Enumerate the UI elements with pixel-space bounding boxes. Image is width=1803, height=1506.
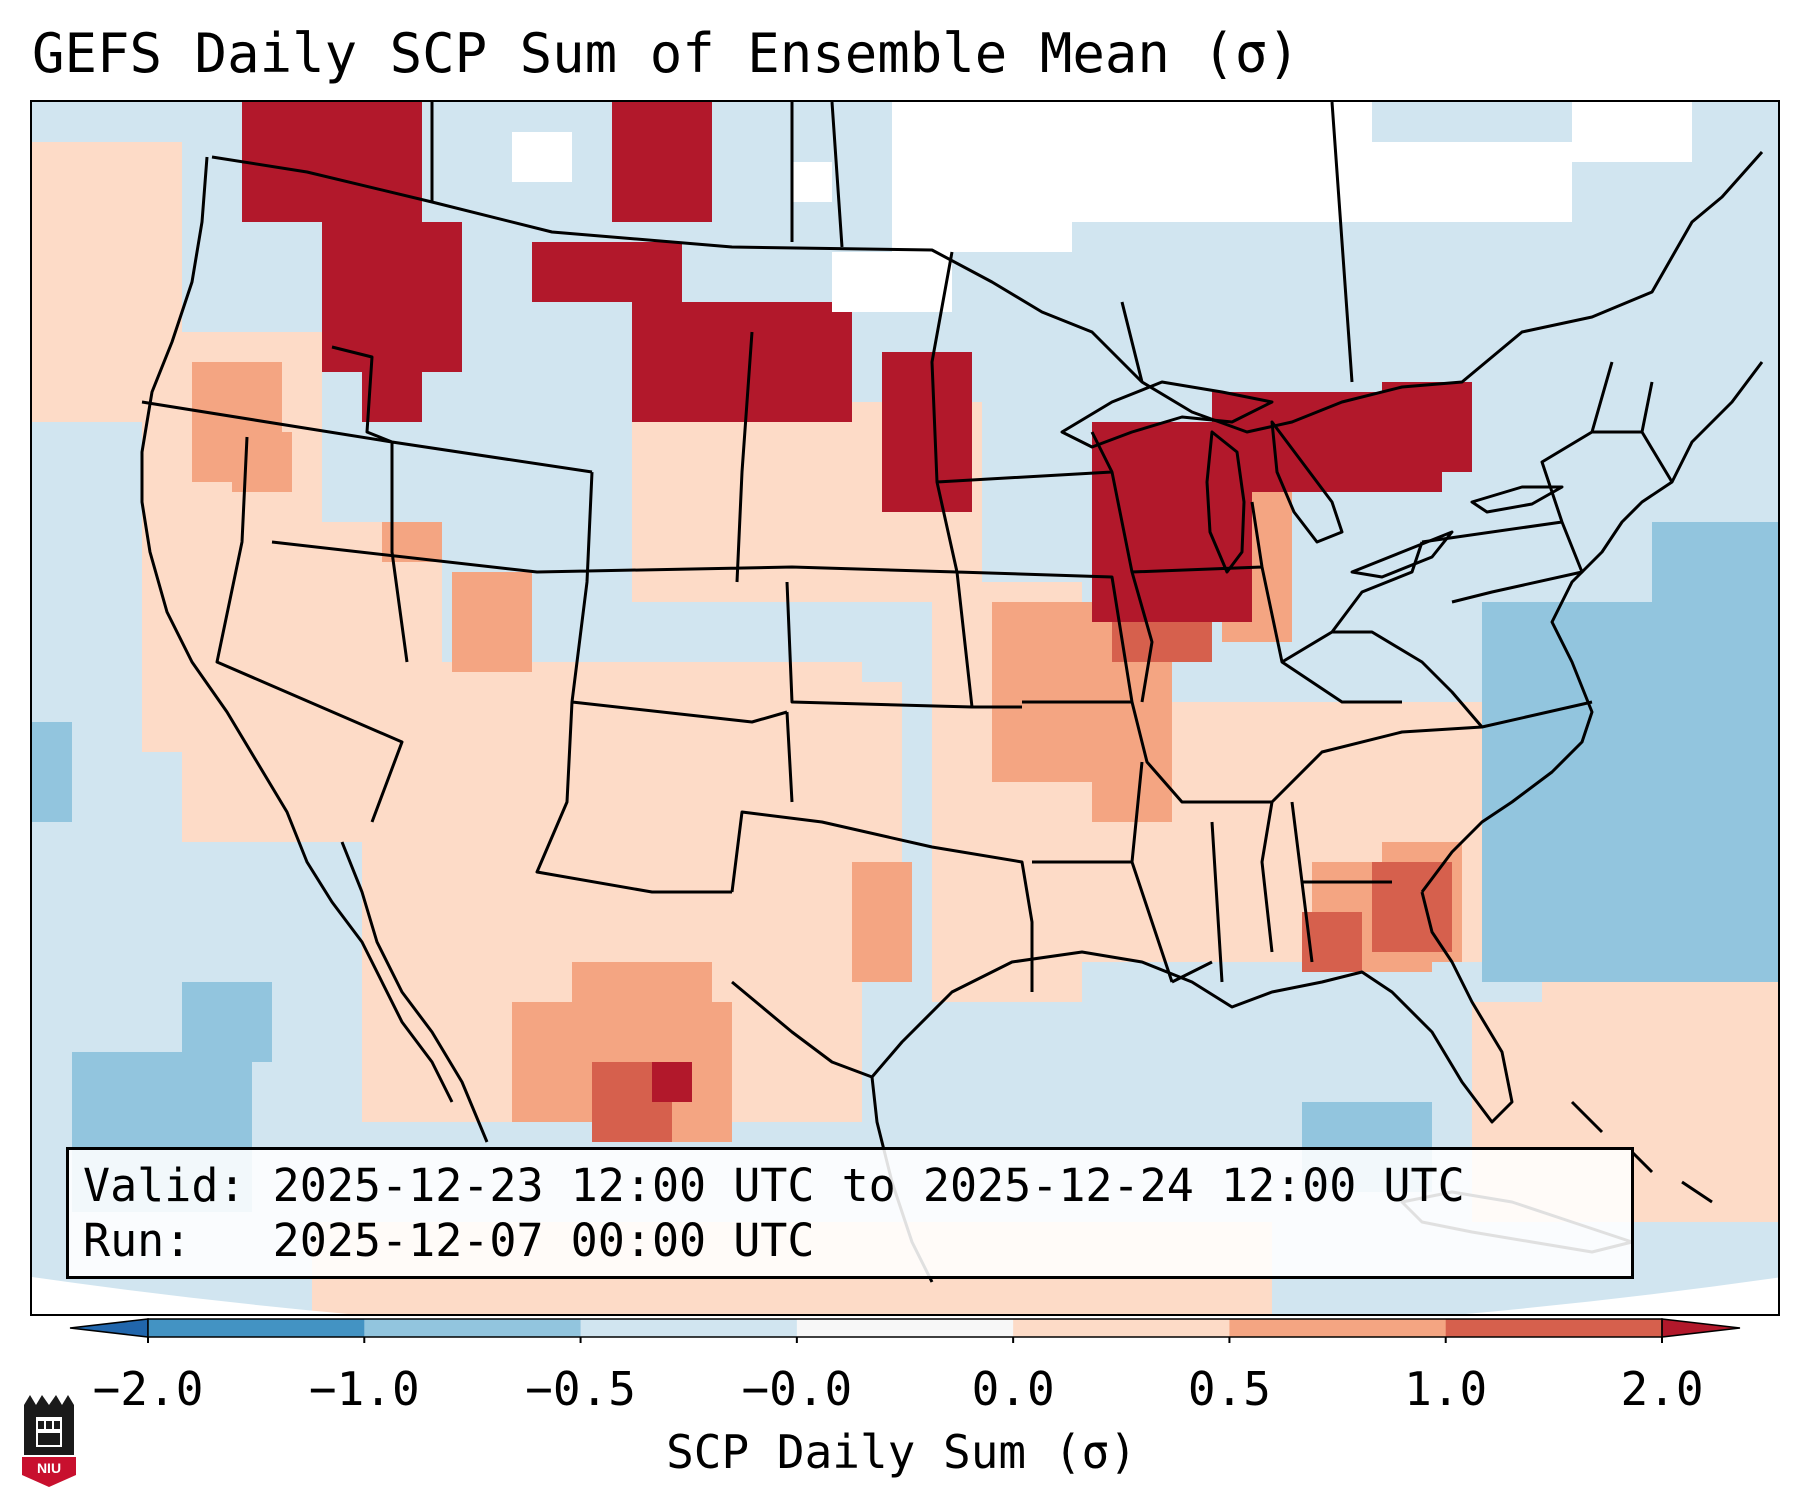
weak-positive-area (572, 682, 902, 932)
west-coastline (140, 156, 454, 1103)
near-zero-area (832, 252, 952, 312)
colorbar-under-arrow (69, 1318, 149, 1338)
extreme-positive-area (882, 352, 972, 512)
near-zero-area (1572, 102, 1692, 162)
colorbar-tick-label: −0.0 (741, 1362, 853, 1416)
lake-michigan (1205, 430, 1246, 574)
colorbar-bin-6 (1445, 1319, 1663, 1337)
projection-edge (32, 1277, 1778, 1314)
colorbar-tick-label: 0.5 (1187, 1362, 1271, 1416)
colorbar-tick-label: −0.5 (525, 1362, 636, 1416)
extreme-positive-area (632, 302, 852, 422)
scp-field-layer (32, 102, 1778, 1314)
weak-negative-area (32, 722, 72, 822)
colorbar-outline (147, 1318, 1663, 1338)
colorbar-bin-2 (580, 1319, 798, 1337)
gulf-coastline (731, 891, 1514, 1124)
lake-erie (1350, 530, 1454, 579)
run-time-line: Run: 2025-12-07 00:00 UTC (83, 1214, 815, 1267)
colorbar-bin-1 (364, 1319, 582, 1337)
strong-positive-area (1372, 862, 1452, 952)
extreme-positive-area (242, 102, 422, 222)
niu-logo: NIU (22, 1395, 76, 1487)
province-lines (430, 102, 1354, 383)
extreme-positive-area (652, 1062, 692, 1102)
bahamas-outline (1570, 1100, 1713, 1204)
colorbar-tick-label: 1.0 (1404, 1362, 1488, 1416)
moderate-positive-area (452, 572, 532, 672)
moderate-positive-area (852, 862, 912, 982)
near-zero-area (1372, 142, 1572, 222)
colorbar (69, 1318, 1741, 1343)
colorbar-tick-label: −1.0 (308, 1362, 420, 1416)
near-zero-area (792, 162, 832, 202)
lake-superior (1060, 380, 1274, 449)
chart-title: GEFS Daily SCP Sum of Ensemble Mean (σ) (32, 22, 1300, 85)
baja-coastline (340, 841, 489, 1143)
colorbar-bin-3 (796, 1319, 1014, 1337)
colorbar-bin-4 (1013, 1319, 1230, 1337)
map-panel (30, 100, 1780, 1316)
extreme-positive-area (1142, 502, 1212, 612)
extreme-positive-area (612, 102, 712, 222)
colorbar-tick-label: −2.0 (92, 1362, 204, 1416)
colorbar-over-arrow (1661, 1318, 1741, 1338)
colorbar-bin-5 (1229, 1319, 1447, 1337)
lake-ontario (1470, 485, 1564, 514)
weak-negative-area (1652, 522, 1778, 682)
colorbar-bin-0 (148, 1319, 365, 1337)
logo-text: NIU (37, 1460, 61, 1476)
lake-huron (1270, 420, 1344, 544)
east-coastline (1420, 361, 1764, 893)
near-zero-area (512, 132, 572, 182)
valid-run-info-box: Valid: 2025-12-23 12:00 UTC to 2025-12-2… (66, 1147, 1634, 1279)
weak-negative-area (182, 982, 272, 1062)
moderate-positive-area (572, 962, 712, 1052)
weak-negative-area (1592, 662, 1772, 882)
valid-time-line: Valid: 2025-12-23 12:00 UTC to 2025-12-2… (83, 1159, 1465, 1212)
colorbar-tick-label: 0.0 (971, 1362, 1055, 1416)
moderate-positive-area (232, 432, 292, 492)
boundary-lines (140, 102, 1764, 1283)
colorbar-label: SCP Daily Sum (σ) (666, 1425, 1137, 1479)
state-lines (141, 251, 1674, 992)
scp-field-map (32, 102, 1778, 1314)
near-zero-area (1282, 182, 1322, 222)
colorbar-tick-label: 2.0 (1620, 1362, 1704, 1416)
extreme-positive-area (1382, 382, 1472, 472)
extreme-positive-area (532, 242, 682, 302)
